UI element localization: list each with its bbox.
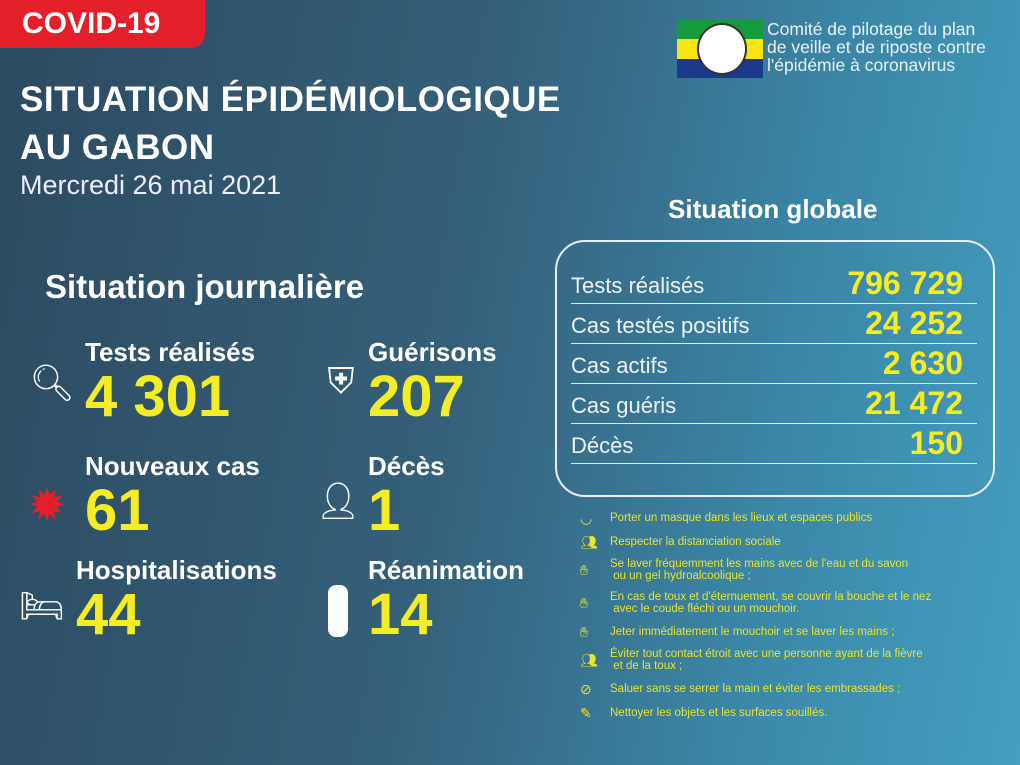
- mask-icon: ◡: [580, 509, 593, 526]
- table-row: Cas testés positifs 24 252: [571, 304, 977, 344]
- table-row: Cas actifs 2 630: [571, 344, 977, 384]
- stat-value: 61: [85, 478, 150, 543]
- global-heading: Situation globale: [668, 194, 878, 224]
- stat-label: Guérisons: [368, 337, 497, 367]
- committee-line: de veille et de riposte contre: [767, 37, 986, 57]
- row-value: 24 252: [865, 305, 963, 341]
- hospital-bed-icon: 🛏︎: [19, 585, 65, 626]
- row-label: Décès: [571, 433, 634, 458]
- committee-name: Comité de pilotage du plan de veille et …: [767, 20, 986, 74]
- report-date: Mercredi 26 mai 2021: [20, 170, 282, 200]
- tip-text: Éviter tout contact étroit avec une pers…: [610, 648, 923, 672]
- table-row: Cas guéris 21 472: [571, 384, 977, 424]
- row-value: 2 630: [882, 345, 963, 381]
- row-label: Cas actifs: [571, 353, 668, 378]
- cleaning-icon: ✎: [580, 704, 592, 721]
- committee-line: Comité de pilotage du plan: [767, 19, 976, 39]
- row-label: Cas testés positifs: [571, 313, 750, 338]
- stat-label: Nouveaux cas: [85, 451, 260, 481]
- stat-label: Réanimation: [368, 555, 525, 585]
- covid-badge: COVID-19: [0, 0, 205, 48]
- tip-text: Jeter immédiatement le mouchoir et se la…: [610, 625, 895, 638]
- stat-value: 1: [368, 478, 401, 543]
- sneeze-icon: ✋︎: [580, 595, 588, 611]
- tip-item: ✋︎ En cas de toux et d'éternuement, se co…: [580, 591, 1010, 615]
- tip-text: Saluer sans se serrer la main et éviter …: [610, 682, 901, 695]
- committee-line: l'épidémie à coronavirus: [767, 55, 956, 75]
- row-value: 796 729: [847, 265, 963, 301]
- prevention-tips: ◡ Porter un masque dans les lieux et espa…: [580, 510, 1010, 729]
- virus-icon: ✹: [27, 479, 67, 531]
- handwash-icon: ✋︎: [580, 623, 588, 640]
- person-cross-icon: 👤︎: [315, 480, 361, 521]
- daily-heading: Situation journalière: [45, 268, 365, 305]
- row-label: Tests réalisés: [571, 273, 705, 298]
- tip-item: ⊘ Saluer sans se serrer la main et éviter…: [580, 681, 1010, 696]
- gabon-flag-logo: [677, 20, 763, 78]
- stat-value: 4 301: [85, 364, 231, 429]
- tip-text: Nettoyer les objets et les surfaces soui…: [610, 706, 828, 719]
- row-value: 150: [909, 425, 963, 461]
- table-row: Tests réalisés 796 729: [571, 264, 977, 304]
- tip-text: Porter un masque dans les lieux et espac…: [610, 511, 873, 524]
- tip-item: ◡ Porter un masque dans les lieux et espa…: [580, 510, 1010, 525]
- page-title-line-1: SITUATION ÉPIDÉMIOLOGIQUE: [20, 80, 561, 119]
- stat-label: Hospitalisations: [76, 555, 277, 585]
- global-table: Tests réalisés 796 729 Cas testés positif…: [555, 240, 995, 497]
- tip-text: Se laver fréquemment les mains avec de l…: [610, 558, 909, 582]
- shield-cross-icon: ⛨: [327, 360, 355, 401]
- distancing-icon: 👥︎: [580, 533, 598, 550]
- stat-label: Tests réalisés: [85, 337, 256, 367]
- seal-icon: [697, 23, 747, 75]
- table-row: Décès 150: [571, 424, 977, 464]
- magnifier-icon: 🔍︎: [29, 362, 75, 403]
- row-label: Cas guéris: [571, 393, 677, 418]
- tip-item: 👥︎ Éviter tout contact étroit avec une pe…: [580, 648, 1010, 672]
- tip-item: ✋︎ Se laver fréquemment les mains avec de…: [580, 558, 1010, 582]
- no-handshake-icon: ⊘: [580, 680, 592, 697]
- tip-text: Respecter la distanciation sociale: [610, 535, 781, 548]
- distancing-icon: 👥︎: [580, 652, 598, 668]
- handwash-icon: ✋︎: [580, 562, 588, 578]
- row-value: 21 472: [865, 385, 963, 421]
- page-title-line-2: AU GABON: [20, 128, 215, 167]
- stat-value: 14: [368, 582, 433, 647]
- stat-label: Décès: [368, 451, 445, 481]
- tip-item: ✋︎ Jeter immédiatement le mouchoir et se …: [580, 624, 1010, 639]
- tip-item: 👥︎ Respecter la distanciation sociale: [580, 534, 1010, 549]
- stat-value: 44: [76, 582, 141, 647]
- tip-text: En cas de toux et d'éternuement, se couv…: [610, 591, 932, 615]
- oxygen-tank-icon: [328, 585, 348, 637]
- stat-value: 207: [368, 364, 465, 429]
- tip-item: ✎ Nettoyer les objets et les surfaces sou…: [580, 705, 1010, 720]
